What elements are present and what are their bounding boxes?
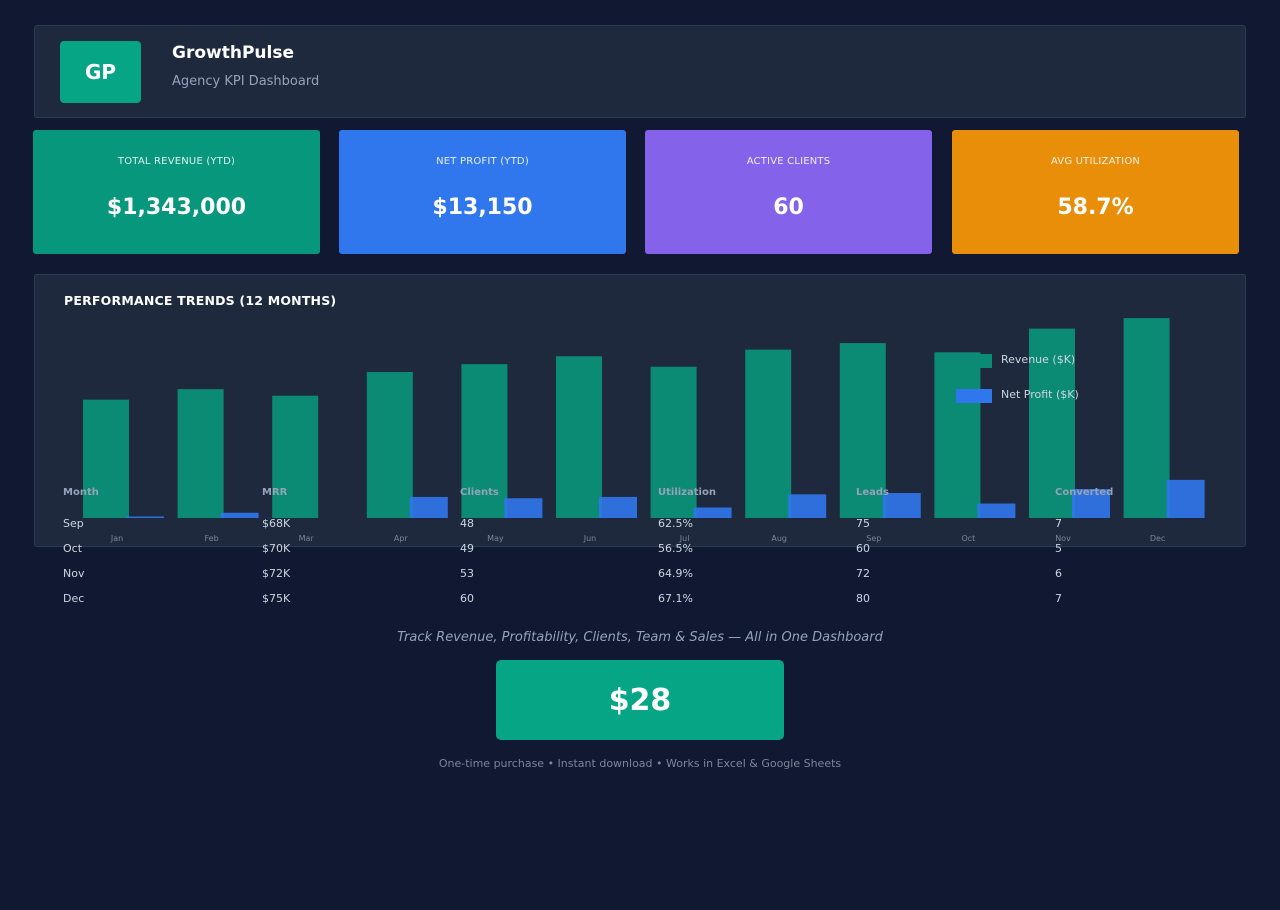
- bar-net-profit-nov: [1072, 489, 1110, 518]
- price-button[interactable]: $28: [496, 660, 784, 740]
- kpi-value: 60: [773, 195, 804, 220]
- kpi-label: ACTIVE CLIENTS: [746, 156, 831, 167]
- bar-revenue-dec: [1123, 318, 1170, 518]
- performance-trends-panel: PERFORMANCE TRENDS (12 MONTHS) Jan Feb Mar…: [34, 274, 1246, 547]
- x-tick-label: Aug: [771, 534, 787, 543]
- bar-revenue-feb: [177, 389, 224, 518]
- bar-net-profit-dec: [1166, 479, 1205, 518]
- x-tick-label: Feb: [205, 534, 219, 543]
- bar-net-profit-sep: [882, 493, 921, 518]
- table-cell: Dec: [63, 592, 85, 605]
- kpi-card-active-clients: ACTIVE CLIENTS 60: [645, 130, 932, 254]
- bar-net-profit-jun: [599, 496, 637, 518]
- legend-label-revenue: Revenue ($K): [1001, 353, 1076, 366]
- x-tick-label: Mar: [299, 534, 315, 543]
- bar-revenue-may: [461, 364, 508, 518]
- table-cell: 67.1%: [658, 592, 693, 605]
- legend-label-net-profit: Net Profit ($K): [1001, 388, 1079, 401]
- bar-net-profit-jul: [693, 507, 732, 518]
- kpi-card-net-profit: NET PROFIT (YTD) $13,150: [339, 130, 626, 254]
- kpi-label: AVG UTILIZATION: [1050, 156, 1141, 167]
- x-tick-label: May: [487, 534, 504, 543]
- bar-revenue-mar: [272, 395, 319, 518]
- fine-print: One-time purchase • Instant download • W…: [438, 757, 842, 770]
- bar-net-profit-apr: [409, 496, 448, 518]
- table-cell: $72K: [262, 567, 291, 580]
- kpi-card-avg-utilization: AVG UTILIZATION 58.7%: [952, 130, 1239, 254]
- kpi-card-total-revenue: TOTAL REVENUE (YTD) $1,343,000: [33, 130, 320, 254]
- brand-logo: GP: [60, 41, 141, 103]
- table-cell: Nov: [63, 567, 85, 580]
- kpi-value: $13,150: [432, 195, 533, 220]
- panel-title: PERFORMANCE TRENDS (12 MONTHS): [64, 293, 337, 308]
- bar-revenue-nov: [1029, 328, 1075, 518]
- bar-revenue-apr: [366, 372, 413, 518]
- performance-chart: Jan Feb Mar Apr May Jun Jul Aug Sep Oct Nov Dec: [83, 318, 1205, 543]
- x-tick-label: Jul: [679, 534, 690, 543]
- bar-net-profit-jan: [126, 516, 164, 518]
- table-cell: 60: [460, 592, 474, 605]
- legend-swatch-net-profit: [956, 389, 992, 403]
- kpi-label: TOTAL REVENUE (YTD): [117, 156, 236, 167]
- header-card: GP GrowthPulse Agency KPI Dashboard: [34, 25, 1246, 118]
- kpi-value: 58.7%: [1057, 195, 1134, 220]
- bar-net-profit-aug: [788, 494, 827, 518]
- x-tick-label: Nov: [1055, 534, 1071, 543]
- table-cell: 6: [1055, 567, 1062, 580]
- x-tick-label: Apr: [394, 534, 409, 543]
- table-cell: 64.9%: [658, 567, 693, 580]
- bar-revenue-jun: [556, 356, 602, 518]
- bar-revenue-oct: [934, 352, 981, 518]
- bar-revenue-jul: [650, 366, 697, 518]
- table-cell: 53: [460, 567, 474, 580]
- table-cell: $75K: [262, 592, 291, 605]
- bar-net-profit-may: [504, 498, 543, 518]
- kpi-label: NET PROFIT (YTD): [436, 156, 529, 167]
- x-tick-label: Jun: [583, 534, 597, 543]
- legend-swatch-revenue: [956, 354, 992, 368]
- bar-revenue-sep: [839, 343, 886, 518]
- table-cell: 80: [856, 592, 870, 605]
- table-cell: 7: [1055, 592, 1062, 605]
- x-tick-label: Oct: [961, 534, 975, 543]
- x-tick-label: Sep: [866, 534, 881, 543]
- x-tick-label: Dec: [1150, 534, 1165, 543]
- bar-net-profit-oct: [977, 503, 1016, 518]
- bar-net-profit-feb: [220, 512, 259, 518]
- bar-revenue-jan: [83, 399, 129, 518]
- brand-subtitle: Agency KPI Dashboard: [172, 74, 320, 89]
- kpi-value: $1,343,000: [106, 195, 247, 220]
- bar-revenue-aug: [745, 349, 792, 518]
- brand-title: GrowthPulse: [172, 43, 294, 63]
- x-tick-label: Jan: [110, 534, 123, 543]
- table-cell: 72: [856, 567, 870, 580]
- tagline: Track Revenue, Profitability, Clients, T…: [397, 630, 883, 645]
